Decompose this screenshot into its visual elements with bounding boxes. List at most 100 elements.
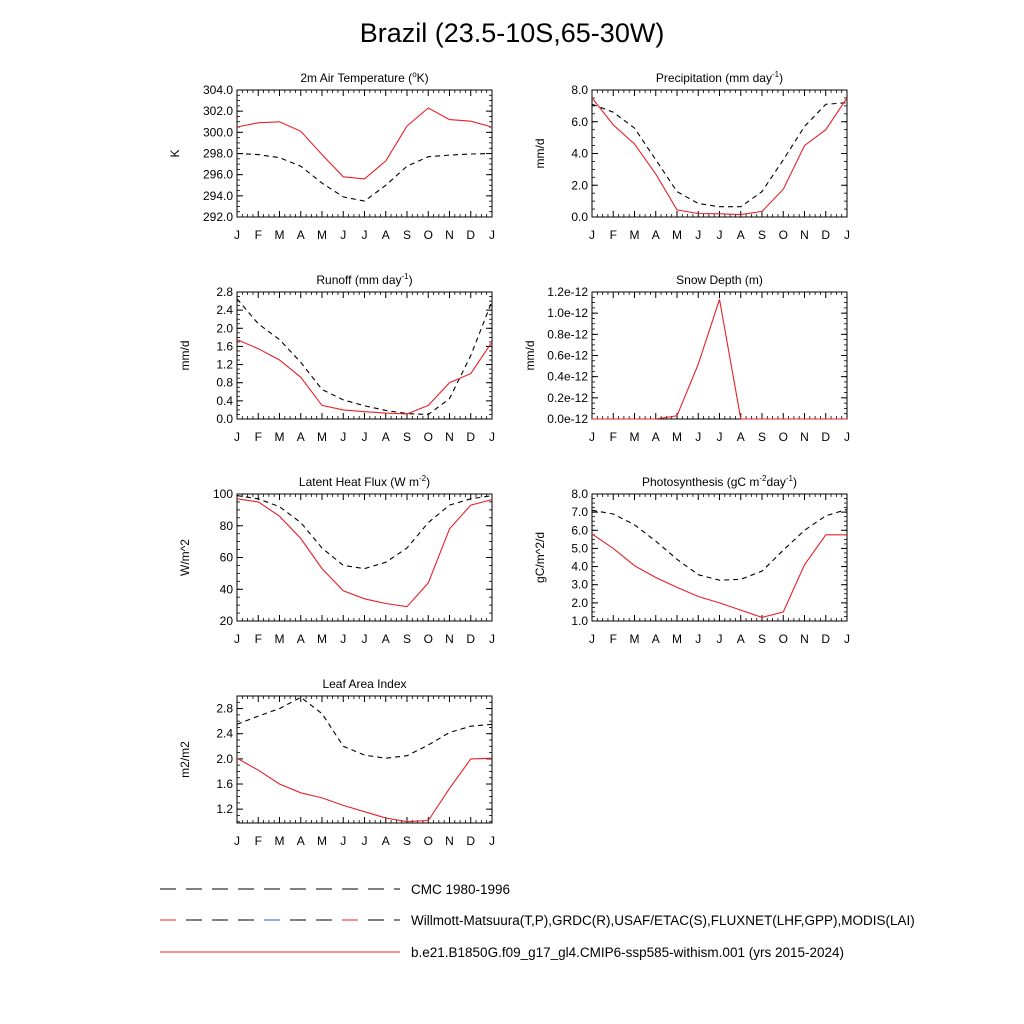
x-tick-label: S (403, 834, 411, 848)
plot-frame (591, 89, 848, 218)
y-tick-label: 2.4 (216, 727, 233, 741)
series-line-obs (236, 696, 493, 759)
y-tick-label: 294.0 (203, 189, 233, 203)
x-tick-label: M (672, 228, 682, 242)
y-tick-label: 20 (220, 614, 234, 628)
plot-frame (591, 493, 848, 622)
y-tick-label: 4.0 (571, 147, 588, 161)
x-tick-label: D (466, 632, 475, 646)
y-tick-label: 304.0 (203, 83, 233, 97)
x-tick-label: F (610, 228, 617, 242)
y-axis-label: K (168, 149, 182, 157)
panel-title: Snow Depth (m) (676, 273, 763, 287)
series-line-obs (236, 152, 493, 202)
y-tick-label: 3.0 (571, 578, 588, 592)
y-tick-label: 2.0 (216, 752, 233, 766)
series-line-obs (591, 508, 848, 581)
y-axis-label: gC/m^2/d (533, 532, 547, 583)
x-tick-label: A (737, 632, 745, 646)
y-tick-label: 1.2e-12 (547, 285, 588, 299)
x-tick-label: D (821, 228, 830, 242)
x-tick-label: M (317, 228, 327, 242)
x-tick-label: A (652, 430, 660, 444)
legend-label: CMC 1980-1996 (411, 882, 510, 897)
y-tick-label: 0.4 (216, 394, 233, 408)
figure-title: Brazil (23.5-10S,65-30W) (359, 18, 665, 48)
y-tick-label: 302.0 (203, 104, 233, 118)
y-tick-label: 0.8e-12 (547, 327, 588, 341)
x-tick-label: J (234, 228, 240, 242)
x-tick-label: J (340, 632, 346, 646)
x-tick-label: O (779, 632, 788, 646)
x-tick-label: S (403, 632, 411, 646)
y-tick-label: 6.0 (571, 115, 588, 129)
x-tick-label: A (652, 228, 660, 242)
legend-label: b.e21.B1850G.f09_g17_gl4.CMIP6-ssp585-wi… (411, 945, 844, 960)
y-tick-label: 298.0 (203, 147, 233, 161)
y-tick-label: 1.2 (216, 358, 233, 372)
y-tick-label: 0.8 (216, 376, 233, 390)
y-tick-label: 8.0 (571, 83, 588, 97)
plot-frame (591, 291, 848, 420)
x-tick-label: N (445, 228, 454, 242)
y-tick-label: 1.0e-12 (547, 306, 588, 320)
x-tick-label: S (758, 430, 766, 444)
series-line-model (591, 97, 848, 216)
x-tick-label: J (362, 632, 368, 646)
x-tick-label: J (717, 228, 723, 242)
y-tick-label: 292.0 (203, 210, 233, 224)
series-line-model (236, 339, 493, 415)
x-tick-label: J (489, 430, 495, 444)
x-tick-label: A (737, 430, 745, 444)
x-tick-label: J (489, 632, 495, 646)
x-tick-label: D (821, 632, 830, 646)
x-tick-label: M (317, 430, 327, 444)
x-tick-label: J (340, 430, 346, 444)
x-tick-label: M (317, 632, 327, 646)
y-tick-label: 80 (220, 519, 234, 533)
y-tick-label: 60 (220, 551, 234, 565)
x-tick-label: J (362, 430, 368, 444)
x-tick-label: O (424, 834, 433, 848)
y-tick-label: 100 (213, 487, 233, 501)
x-tick-label: J (362, 228, 368, 242)
x-tick-label: J (695, 228, 701, 242)
x-tick-label: N (800, 632, 809, 646)
x-tick-label: J (234, 430, 240, 444)
x-tick-label: A (382, 834, 390, 848)
y-tick-label: 1.6 (216, 339, 233, 353)
legend-item-1: CMC 1980-1996 (160, 882, 510, 897)
x-tick-label: D (466, 228, 475, 242)
y-tick-label: 0.0 (571, 210, 588, 224)
panel-5: Latent Heat Flux (W m-2)J F M A M J J A S O N D J204… (178, 474, 495, 646)
y-axis-label: m2/m2 (178, 741, 192, 778)
x-tick-label: S (403, 430, 411, 444)
y-tick-label: 2.0 (571, 178, 588, 192)
plot-frame (236, 89, 493, 218)
y-axis-label: mm/d (533, 139, 547, 169)
y-tick-label: 1.2 (216, 802, 233, 816)
x-tick-label: J (844, 632, 850, 646)
series-line-obs (591, 102, 848, 208)
x-tick-label: N (800, 430, 809, 444)
x-tick-label: J (340, 228, 346, 242)
x-tick-label: J (717, 430, 723, 444)
x-tick-label: J (340, 834, 346, 848)
x-tick-label: A (652, 632, 660, 646)
series-line-model (592, 299, 847, 420)
y-tick-label: 6.0 (571, 523, 588, 537)
y-tick-label: 300.0 (203, 125, 233, 139)
x-tick-label: F (255, 632, 262, 646)
y-tick-label: 296.0 (203, 168, 233, 182)
y-tick-label: 0.2e-12 (547, 391, 588, 405)
panel-6: Photosynthesis (gC m-2day-1)J F M A M J J A S O N D… (533, 474, 850, 646)
legend-label: Willmott-Matsuura(T,P),GRDC(R),USAF/ETAC… (411, 913, 915, 928)
series-line-model (591, 533, 847, 618)
y-tick-label: 2.8 (216, 702, 233, 716)
x-tick-label: A (382, 228, 390, 242)
x-tick-label: J (234, 834, 240, 848)
x-tick-label: J (489, 228, 495, 242)
panel-3: Runoff (mm day-1)J F M A M J J A S O N D J0.00.40.81… (178, 272, 495, 444)
series-line-obs (236, 495, 493, 570)
y-tick-label: 7.0 (571, 505, 588, 519)
